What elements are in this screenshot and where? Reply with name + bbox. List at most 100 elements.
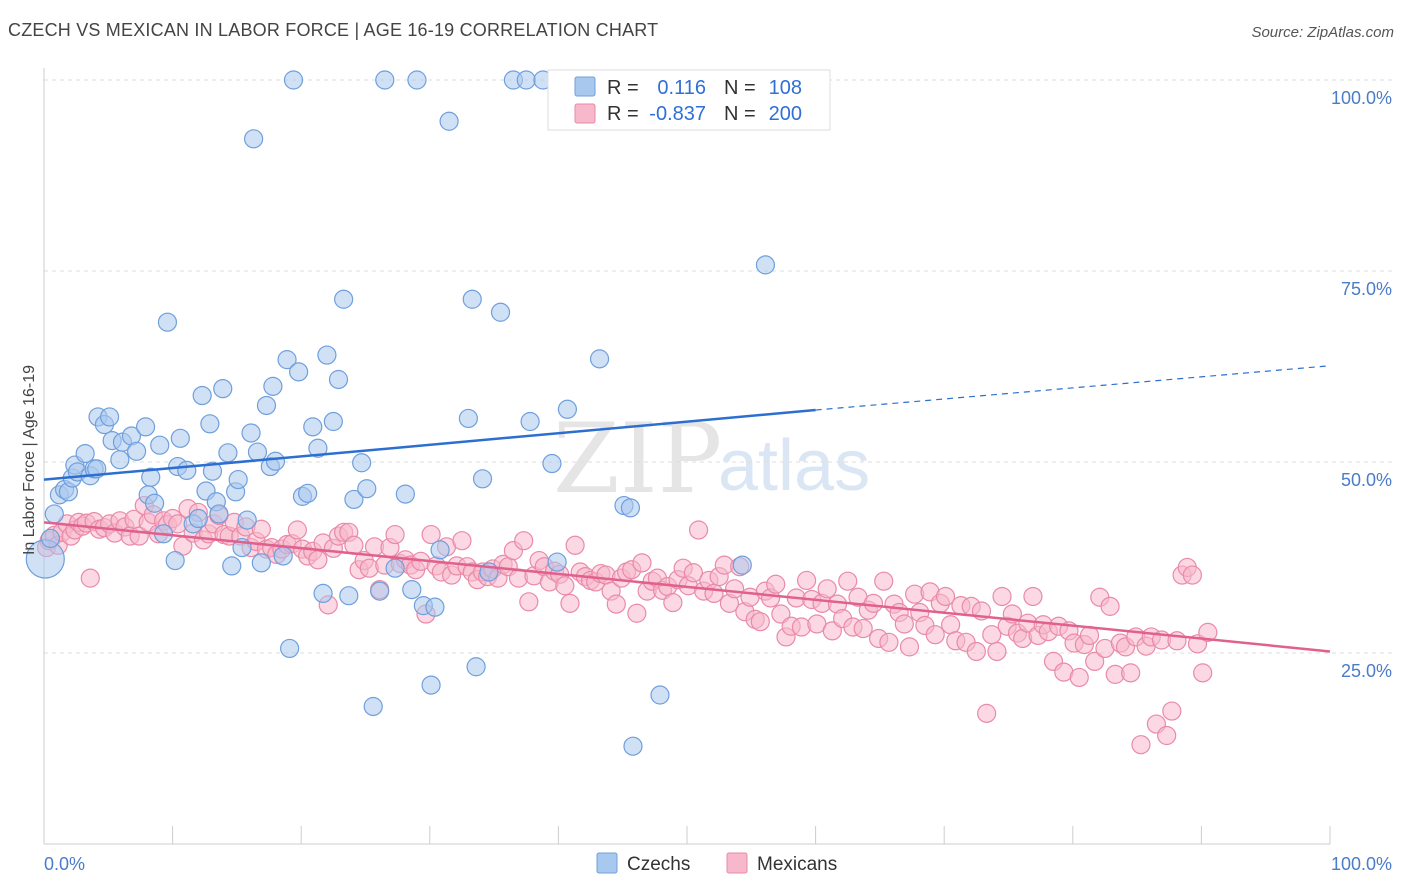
- czech-point: [620, 498, 641, 518]
- bottom-legend-swatch-mexicans: [726, 852, 748, 874]
- mexican-point: [385, 524, 405, 545]
- czech-point: [200, 414, 220, 434]
- x-tick-label-max: 100.0%: [1331, 854, 1392, 874]
- czech-point: [317, 345, 337, 365]
- mexican-point: [308, 550, 328, 570]
- axes: [43, 68, 1331, 845]
- mexican-point: [941, 615, 961, 635]
- mexican-point: [606, 594, 626, 614]
- czech-point: [218, 443, 238, 463]
- czech-point: [357, 479, 377, 499]
- czech-point: [150, 435, 170, 455]
- watermark-atlas: atlas: [718, 426, 870, 506]
- y-tick-label: 25.0%: [1341, 661, 1392, 681]
- czech-point: [99, 407, 120, 427]
- mexican-point: [863, 593, 884, 613]
- mexican-point: [822, 621, 842, 641]
- mexican-point: [627, 603, 647, 623]
- czech-point: [126, 441, 147, 461]
- czech-point: [472, 469, 493, 489]
- mexican-point: [853, 618, 873, 639]
- legend-r-value-1: 0.116: [657, 77, 706, 99]
- y-tick-label: 75.0%: [1341, 279, 1392, 299]
- czech-point: [375, 70, 395, 90]
- czech-point: [370, 581, 390, 601]
- czech-point: [244, 129, 264, 149]
- czech-point: [40, 528, 61, 549]
- czech-point: [241, 423, 261, 443]
- y-tick-label: 50.0%: [1341, 470, 1392, 490]
- czech-point: [407, 70, 427, 90]
- czech-point: [170, 428, 190, 448]
- mexican-point: [899, 637, 920, 657]
- mexican-point: [879, 632, 899, 652]
- czech-point: [213, 379, 233, 399]
- mexican-point: [1085, 651, 1105, 672]
- czech-point: [430, 540, 450, 560]
- mexican-point: [925, 625, 945, 645]
- czech-point: [402, 579, 422, 600]
- czech-point: [251, 553, 271, 573]
- mexican-point: [519, 592, 539, 612]
- mexican-point: [452, 531, 472, 551]
- czech-point: [385, 558, 405, 578]
- mexican-point: [514, 531, 534, 551]
- czech-point: [313, 583, 333, 604]
- mexican-point: [359, 558, 379, 578]
- czech-point: [209, 504, 229, 524]
- mexican-point: [817, 579, 837, 599]
- czech-point: [458, 408, 478, 429]
- czech-point: [283, 70, 304, 90]
- mexican-point: [987, 641, 1007, 662]
- czech-point: [280, 638, 300, 659]
- mexican-point: [1100, 596, 1120, 616]
- mexican-point: [935, 586, 956, 607]
- czech-point: [466, 657, 486, 677]
- mexican-trendline: [43, 521, 1331, 653]
- x-tick-label-min: 0.0%: [44, 854, 85, 874]
- mexican-point: [771, 604, 791, 624]
- czech-point: [589, 349, 610, 369]
- mexican-point: [663, 592, 683, 613]
- bottom-legend: Czechs Mexicans: [596, 852, 837, 875]
- czech-point: [289, 362, 309, 382]
- czech-point: [188, 508, 208, 529]
- czech-point: [303, 417, 323, 437]
- legend-swatch-czechs: [574, 76, 596, 97]
- czech-point: [363, 696, 383, 717]
- czech-point: [277, 350, 297, 370]
- legend-r-label-2: R =: [607, 103, 639, 125]
- chart-title: CZECH VS MEXICAN IN LABOR FORCE | AGE 16…: [8, 20, 659, 40]
- czech-point: [263, 376, 283, 396]
- czech-point: [273, 546, 293, 566]
- czech-point: [75, 443, 95, 464]
- mexican-point: [750, 612, 770, 632]
- legend-r-label-1: R =: [607, 77, 639, 99]
- czech-point: [557, 399, 578, 419]
- czech-point: [439, 111, 459, 131]
- legend-n-value-2: 200: [769, 103, 802, 125]
- czech-point: [328, 369, 349, 390]
- mexican-point: [1069, 667, 1089, 688]
- mexican-point: [1162, 701, 1182, 721]
- czech-point: [298, 483, 318, 503]
- mexican-point: [287, 520, 307, 540]
- czech-point: [421, 675, 441, 695]
- czech-point: [44, 504, 64, 524]
- legend-box: R = 0.116 N = 108 R = -0.837 N = 200: [547, 69, 831, 131]
- legend-r-value-2: -0.837: [649, 103, 706, 125]
- mexican-point: [632, 553, 652, 573]
- mexican-point: [1157, 725, 1177, 746]
- mexican-point: [766, 574, 786, 594]
- czech-point: [732, 555, 752, 575]
- legend-n-label-2: N =: [724, 103, 756, 125]
- czech-point: [256, 395, 277, 416]
- mexican-point: [992, 586, 1012, 607]
- czech-point: [490, 302, 511, 322]
- czech-point: [425, 597, 445, 617]
- czech-point: [755, 255, 776, 275]
- mexican-point: [1182, 565, 1202, 585]
- czech-point: [308, 438, 328, 458]
- mexican-point: [683, 563, 704, 583]
